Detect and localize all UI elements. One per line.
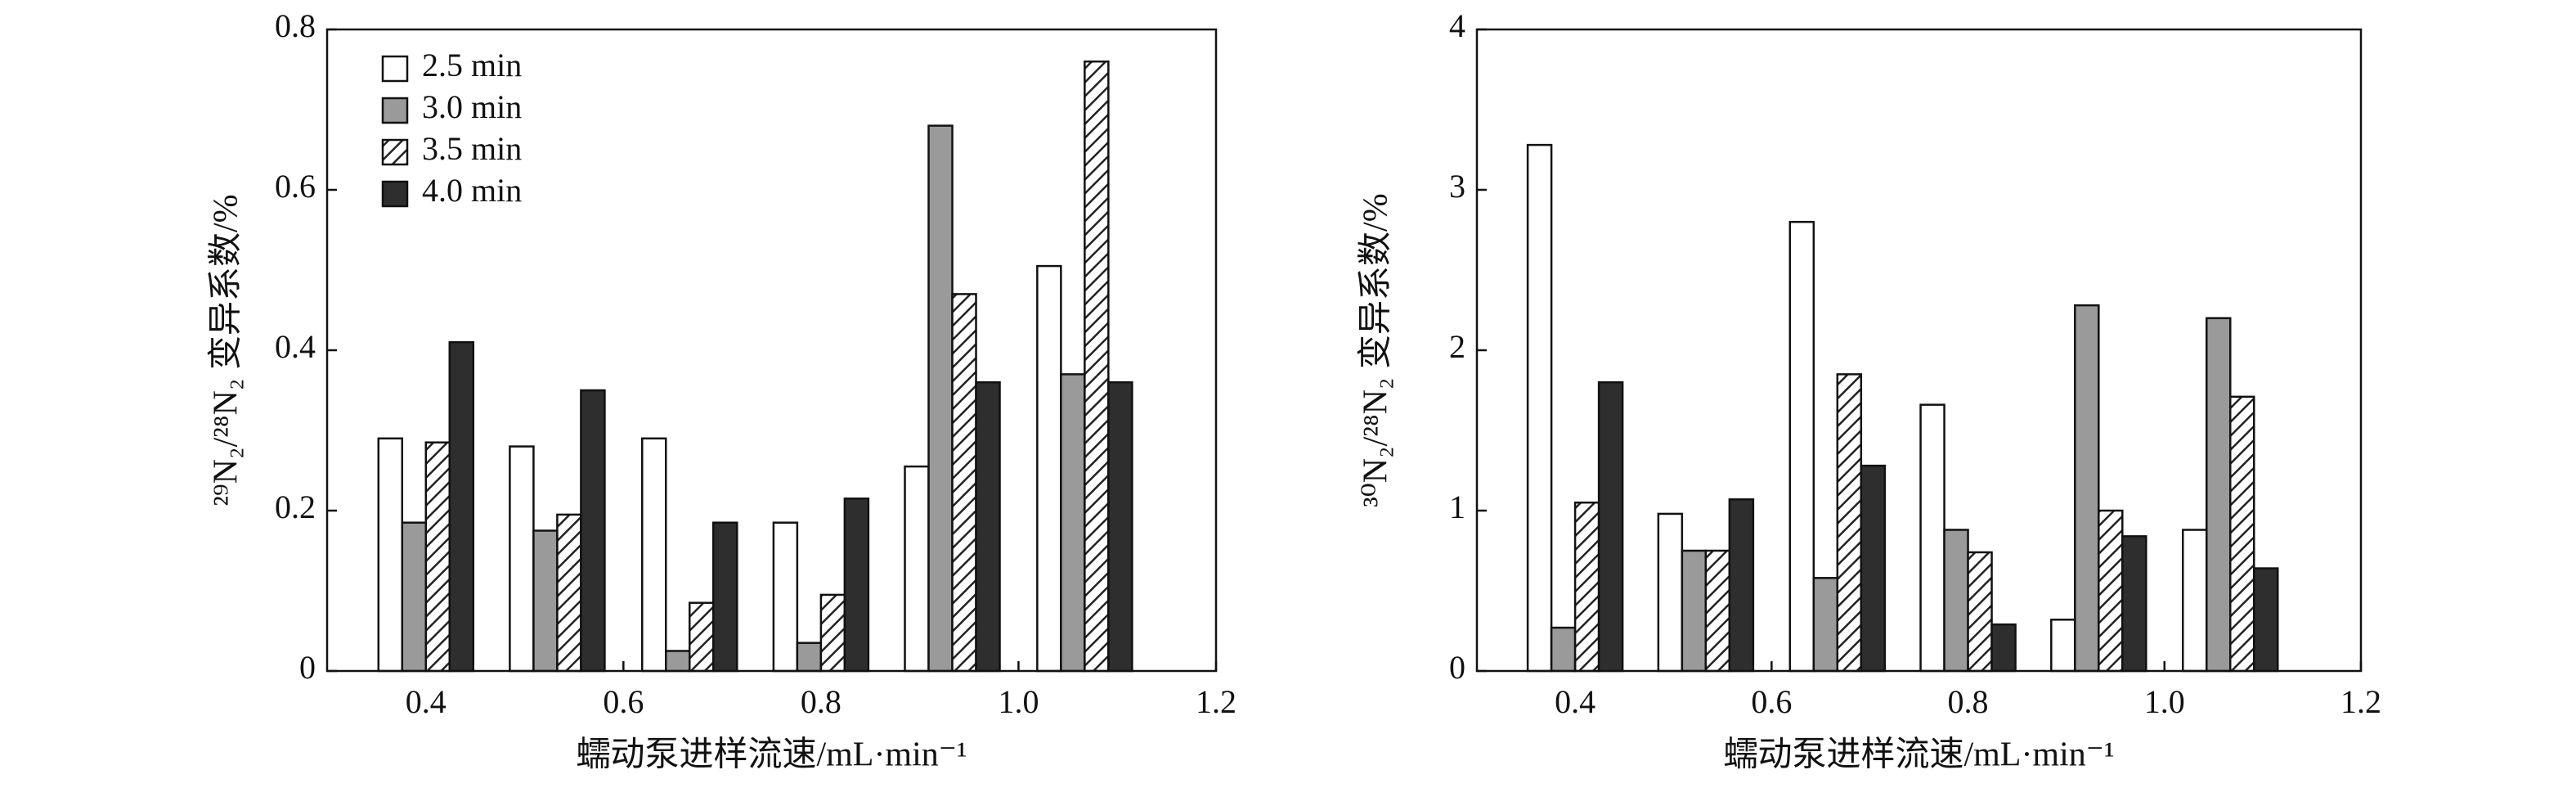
- bar: [796, 642, 823, 673]
- legend-swatch: [381, 97, 409, 124]
- legend-label: 3.5 min: [422, 130, 522, 167]
- y-tick-label: 1: [1449, 489, 1465, 525]
- bar: [2121, 535, 2147, 673]
- y-tick-label: 0.4: [275, 328, 316, 365]
- bar: [689, 601, 715, 673]
- bar: [1036, 264, 1062, 673]
- legend-label: 3.0 min: [422, 88, 522, 125]
- bar: [2253, 567, 2279, 673]
- bar: [843, 498, 870, 673]
- bar: [2229, 395, 2255, 673]
- bar: [1860, 464, 1887, 673]
- bar: [1550, 626, 1577, 673]
- bar: [1919, 403, 1945, 673]
- bar: [927, 124, 954, 673]
- x-tick-label: 1.0: [2144, 683, 2185, 720]
- y-tick-label: 0: [1449, 649, 1465, 686]
- bar: [1084, 60, 1110, 673]
- bar: [377, 437, 404, 673]
- bar: [2098, 509, 2124, 673]
- bar: [1836, 373, 1863, 673]
- bar: [2206, 317, 2232, 673]
- bar: [1990, 623, 2017, 673]
- bar: [424, 441, 451, 673]
- bar: [1943, 529, 1969, 673]
- bar: [448, 340, 475, 673]
- bar: [1681, 549, 1708, 673]
- y-tick-label: 2: [1449, 328, 1465, 365]
- y-tick-label: 0.2: [275, 489, 316, 525]
- bar: [712, 521, 738, 673]
- x-axis-title: 蠕动泵进样流速/mL·min⁻¹: [576, 736, 967, 774]
- y-tick-label: 4: [1449, 7, 1465, 44]
- y-axis-title: ³⁰N₂/²⁸N₂ 变异系数/%: [1357, 193, 1395, 507]
- x-tick-label: 0.4: [406, 683, 447, 720]
- legend-label: 4.0 min: [422, 172, 522, 209]
- bar: [1812, 577, 1839, 673]
- y-axis-title: ²⁹N₂/²⁸N₂ 变异系数/%: [207, 194, 245, 506]
- x-tick-label: 0.6: [1751, 683, 1792, 720]
- bar: [904, 465, 930, 673]
- bar: [1704, 549, 1731, 673]
- bar: [1060, 373, 1086, 673]
- x-axis-title: 蠕动泵进样流速/mL·min⁻¹: [1723, 736, 2114, 774]
- y-tick-label: 0.6: [275, 168, 316, 205]
- x-tick-label: 0.8: [801, 683, 841, 720]
- x-tick-label: 1.2: [1196, 683, 1236, 720]
- bar: [2050, 619, 2076, 673]
- bar: [975, 380, 1001, 673]
- y-tick-label: 0: [299, 649, 316, 686]
- bar: [580, 389, 606, 673]
- bar: [1788, 220, 1815, 673]
- bar: [1728, 498, 1755, 673]
- bar: [819, 593, 846, 673]
- bar: [556, 513, 582, 673]
- legend-swatch: [381, 138, 409, 166]
- bar: [772, 521, 799, 673]
- bar: [401, 521, 428, 673]
- bar: [1967, 551, 1993, 673]
- y-tick-label: 3: [1449, 168, 1465, 205]
- x-tick-label: 1.0: [998, 683, 1039, 720]
- legend-swatch: [381, 55, 409, 83]
- legend-label: 2.5 min: [422, 47, 522, 83]
- bar: [2182, 529, 2208, 673]
- bar: [509, 445, 535, 673]
- x-tick-label: 0.4: [1555, 683, 1595, 720]
- bar: [1107, 380, 1133, 673]
- bar: [641, 437, 667, 673]
- y-tick-label: 0.8: [275, 7, 316, 44]
- x-tick-label: 1.2: [2340, 683, 2381, 720]
- legend-swatch: [381, 180, 409, 208]
- bar: [532, 529, 559, 673]
- x-tick-label: 0.6: [603, 683, 644, 720]
- x-tick-label: 0.8: [1948, 683, 1989, 720]
- bar: [1657, 512, 1684, 673]
- bar: [1573, 501, 1600, 673]
- bar: [1526, 143, 1553, 673]
- bar: [665, 650, 691, 673]
- bar: [2074, 304, 2100, 673]
- bar: [951, 293, 977, 673]
- bar: [1597, 380, 1624, 673]
